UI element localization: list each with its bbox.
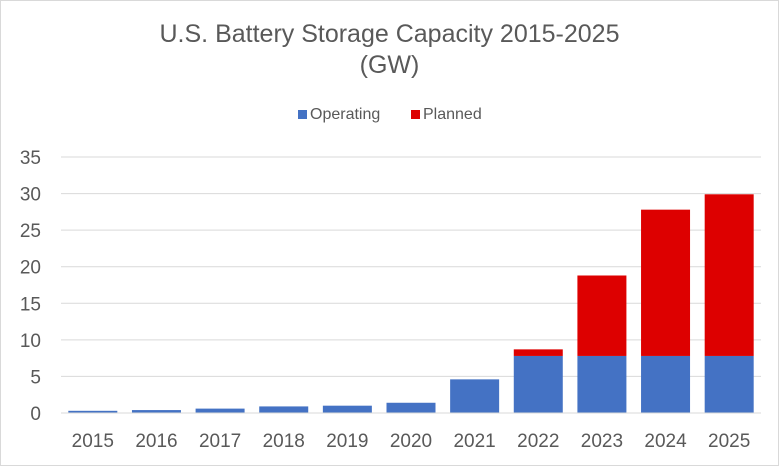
x-tick-label: 2020 [390,431,432,452]
legend-label-operating: Operating [310,106,380,123]
y-tick-label: 25 [20,221,41,242]
x-tick-label: 2023 [581,431,623,452]
chart-title-text: U.S. Battery Storage Capacity 2015-2025 [159,20,620,48]
bar-planned-2023 [577,275,627,356]
bar-operating-2022 [513,355,563,413]
y-tick-label: 5 [30,367,41,388]
x-tick-label: 2025 [708,431,750,452]
legend: Operating Planned [298,106,482,123]
bars [68,194,754,413]
bar-operating-2023 [577,355,627,413]
x-tick-label: 2017 [199,431,241,452]
x-tick-label: 2015 [72,431,114,452]
y-tick-label: 15 [20,294,41,315]
x-tick-label: 2022 [517,431,559,452]
x-tick-label: 2021 [453,431,495,452]
legend-swatch-operating [298,110,307,119]
bar-operating-2017 [195,408,245,413]
legend-swatch-planned [411,110,420,119]
x-tick-label: 2019 [326,431,368,452]
y-tick-label: 30 [20,185,41,206]
x-tick-label: 2018 [263,431,305,452]
bar-operating-2018 [259,406,309,413]
bar-operating-2020 [386,402,436,413]
bar-operating-2015 [68,410,118,413]
bar-planned-2024 [641,209,691,356]
x-tick-label: 2016 [135,431,177,452]
y-axis: 0 5 10 15 20 25 30 35 [20,148,41,425]
legend-label-planned: Planned [423,106,482,123]
bar-planned-2022 [513,349,563,356]
bar-operating-2019 [322,405,372,413]
chart-title: U.S. Battery Storage Capacity 2015-2025 … [1,19,778,81]
bar-operating-2025 [704,355,754,413]
y-tick-label: 20 [20,258,41,279]
y-tick-label: 0 [30,404,41,425]
bar-operating-2021 [450,379,500,413]
x-tick-label: 2024 [644,431,687,452]
chart-subtitle-text: (GW) [359,51,420,79]
x-axis: 2015 2016 2017 2018 2019 2020 2021 2022 2023 2024… [61,412,761,452]
bar-planned-2025 [704,194,754,356]
y-tick-label: 35 [20,148,41,169]
y-tick-label: 10 [20,331,41,352]
bar-operating-2024 [641,355,691,413]
bar-operating-2016 [131,410,181,413]
